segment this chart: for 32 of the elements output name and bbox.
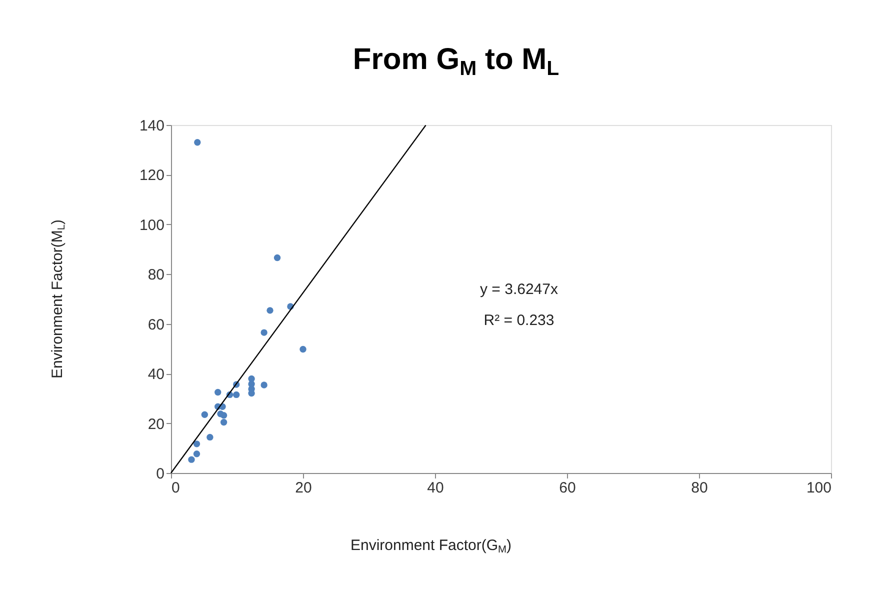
point bbox=[194, 139, 201, 146]
point bbox=[300, 346, 306, 353]
point bbox=[260, 382, 268, 388]
point bbox=[266, 307, 274, 314]
y-tick-label: 0 bbox=[156, 466, 164, 482]
annotation: y = 3.6247x bbox=[480, 281, 558, 298]
point bbox=[220, 412, 228, 419]
point bbox=[188, 456, 195, 463]
y-tick-label: 100 bbox=[139, 216, 164, 234]
x-tick-label: 20 bbox=[295, 480, 312, 496]
y-tick-label: 20 bbox=[148, 416, 164, 433]
annotation: R² = 0.233 bbox=[484, 312, 554, 329]
point bbox=[220, 418, 228, 426]
x-tick-label: 100 bbox=[806, 480, 832, 496]
x-tick-label: 80 bbox=[691, 480, 708, 496]
point bbox=[260, 329, 268, 336]
y-axis-title: Environment Factor(ML) bbox=[49, 219, 68, 379]
point bbox=[206, 434, 214, 441]
point bbox=[232, 391, 240, 398]
x-tick-label: 60 bbox=[559, 480, 576, 496]
y-tick-label: 80 bbox=[148, 266, 164, 284]
point bbox=[214, 388, 222, 396]
x-tick-label: 40 bbox=[427, 480, 444, 496]
point bbox=[193, 450, 200, 458]
x-tick-label: 0 bbox=[172, 480, 180, 496]
y-tick-label: 120 bbox=[139, 167, 164, 184]
y-tick-label: 40 bbox=[148, 366, 164, 384]
y-tick-label: 140 bbox=[139, 118, 164, 134]
point bbox=[201, 411, 208, 418]
y-tick-label: 60 bbox=[148, 316, 164, 334]
point bbox=[274, 254, 281, 262]
point bbox=[193, 440, 200, 448]
